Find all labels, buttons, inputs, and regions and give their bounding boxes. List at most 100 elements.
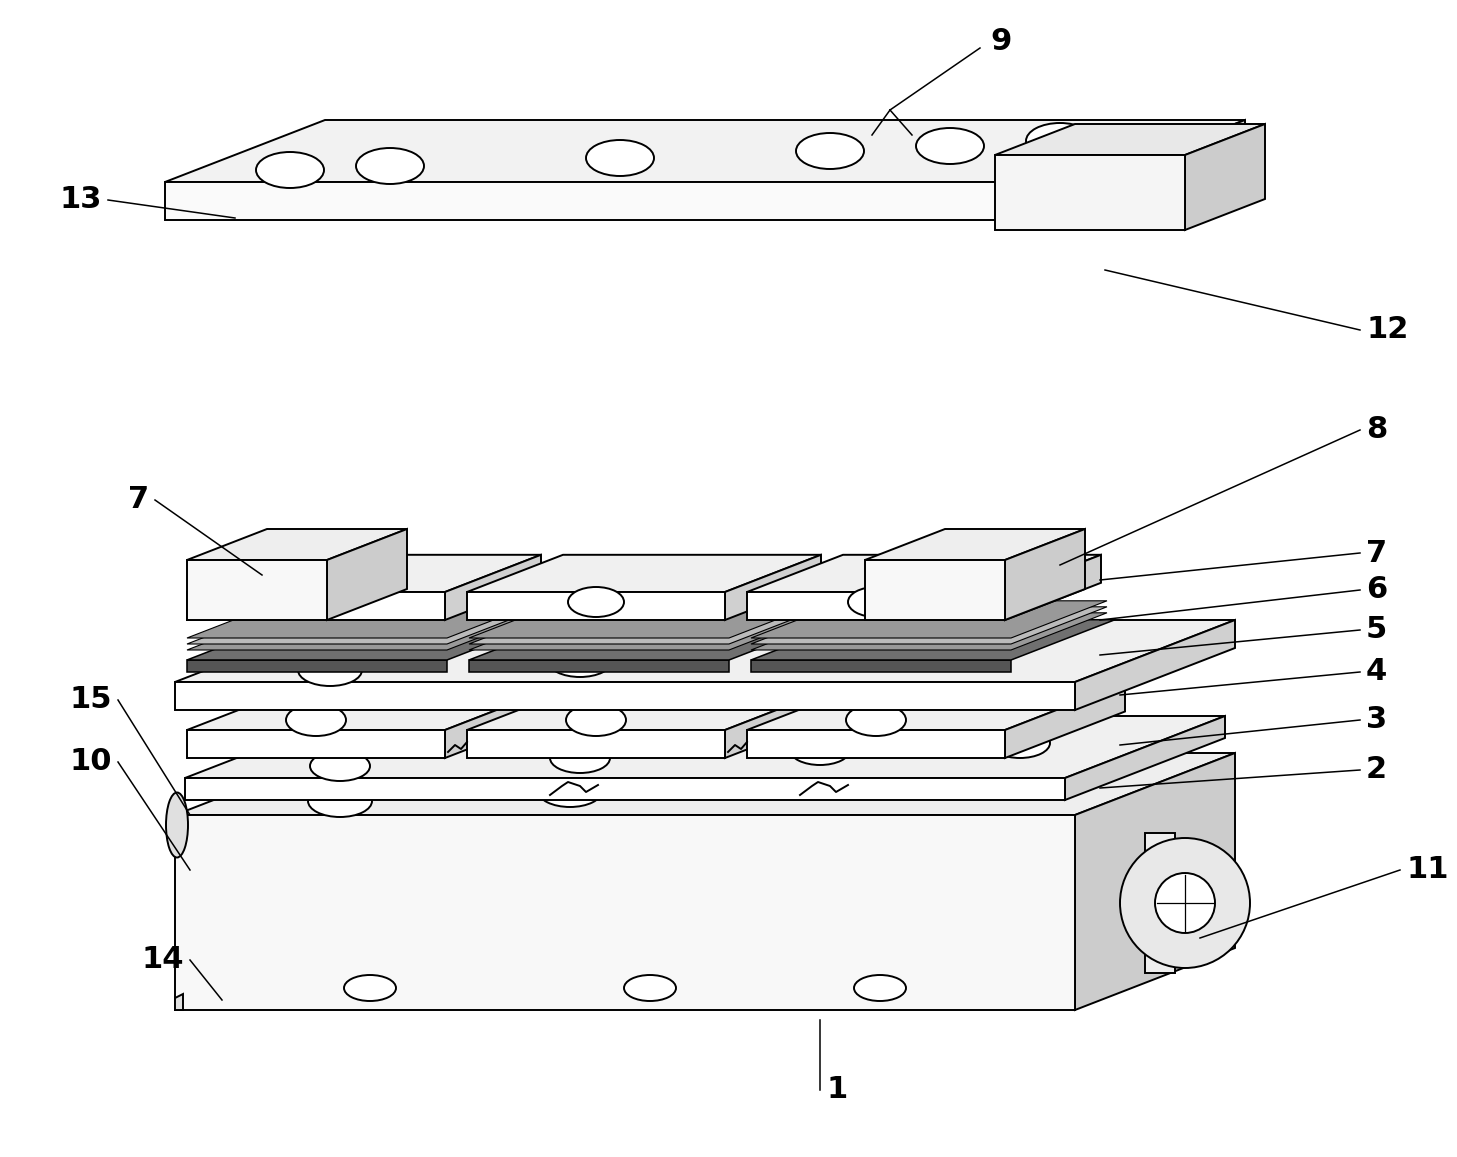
- Polygon shape: [186, 684, 565, 730]
- Ellipse shape: [538, 775, 602, 806]
- Polygon shape: [469, 659, 728, 672]
- Polygon shape: [469, 600, 825, 638]
- Ellipse shape: [356, 148, 424, 184]
- Polygon shape: [726, 684, 845, 758]
- Polygon shape: [469, 606, 825, 644]
- Text: 7: 7: [128, 486, 149, 515]
- Polygon shape: [444, 684, 565, 758]
- Polygon shape: [175, 815, 1075, 1010]
- Ellipse shape: [344, 975, 396, 1001]
- Polygon shape: [865, 560, 1005, 620]
- Polygon shape: [186, 730, 444, 758]
- Text: 5: 5: [1367, 616, 1387, 644]
- Polygon shape: [747, 684, 1125, 730]
- Bar: [1145, 833, 1174, 973]
- Ellipse shape: [854, 975, 906, 1001]
- Ellipse shape: [307, 784, 372, 817]
- Polygon shape: [175, 994, 184, 1010]
- Polygon shape: [1085, 120, 1244, 220]
- Polygon shape: [469, 620, 833, 659]
- Ellipse shape: [848, 587, 903, 617]
- Polygon shape: [1185, 124, 1265, 230]
- Polygon shape: [468, 555, 820, 592]
- Text: 2: 2: [1367, 756, 1387, 784]
- Ellipse shape: [549, 743, 610, 773]
- Polygon shape: [186, 600, 543, 638]
- Polygon shape: [750, 613, 1107, 650]
- Text: 9: 9: [989, 28, 1011, 57]
- Polygon shape: [1075, 620, 1236, 710]
- Text: 15: 15: [70, 685, 112, 715]
- Polygon shape: [747, 592, 1005, 620]
- Polygon shape: [468, 592, 726, 620]
- Text: 6: 6: [1367, 575, 1387, 604]
- Polygon shape: [1005, 684, 1125, 758]
- Polygon shape: [750, 620, 1115, 659]
- Polygon shape: [175, 753, 1236, 815]
- Ellipse shape: [624, 975, 676, 1001]
- Ellipse shape: [989, 728, 1050, 758]
- Text: 13: 13: [60, 185, 102, 214]
- Polygon shape: [186, 620, 551, 659]
- Text: 12: 12: [1367, 316, 1409, 345]
- Polygon shape: [175, 811, 181, 835]
- Ellipse shape: [1155, 874, 1215, 933]
- Polygon shape: [995, 124, 1265, 155]
- Polygon shape: [1065, 716, 1225, 799]
- Polygon shape: [1075, 753, 1236, 1010]
- Polygon shape: [750, 600, 1107, 638]
- Ellipse shape: [286, 703, 345, 736]
- Ellipse shape: [790, 735, 849, 765]
- Polygon shape: [186, 659, 447, 672]
- Ellipse shape: [256, 152, 323, 187]
- Ellipse shape: [1120, 838, 1250, 968]
- Text: 7: 7: [1367, 538, 1387, 567]
- Ellipse shape: [166, 793, 188, 857]
- Ellipse shape: [1026, 123, 1094, 159]
- Text: 4: 4: [1367, 657, 1387, 686]
- Polygon shape: [1005, 529, 1085, 620]
- Polygon shape: [186, 529, 407, 560]
- Ellipse shape: [809, 636, 871, 668]
- Polygon shape: [444, 555, 541, 620]
- Polygon shape: [186, 592, 444, 620]
- Polygon shape: [185, 716, 1225, 778]
- Polygon shape: [747, 555, 1101, 592]
- Polygon shape: [165, 182, 1085, 220]
- Text: 11: 11: [1406, 855, 1448, 884]
- Ellipse shape: [847, 703, 906, 736]
- Polygon shape: [468, 730, 726, 758]
- Polygon shape: [995, 155, 1185, 230]
- Polygon shape: [186, 606, 543, 644]
- Polygon shape: [165, 120, 1244, 182]
- Ellipse shape: [586, 140, 654, 176]
- Ellipse shape: [310, 751, 370, 781]
- Polygon shape: [750, 606, 1107, 644]
- Ellipse shape: [565, 703, 627, 736]
- Ellipse shape: [747, 765, 812, 797]
- Polygon shape: [186, 613, 543, 650]
- Ellipse shape: [299, 654, 361, 686]
- Ellipse shape: [568, 587, 624, 617]
- Polygon shape: [186, 560, 326, 620]
- Polygon shape: [747, 730, 1005, 758]
- Polygon shape: [1005, 555, 1101, 620]
- Polygon shape: [175, 681, 1075, 710]
- Polygon shape: [469, 613, 825, 650]
- Polygon shape: [326, 529, 407, 620]
- Polygon shape: [750, 659, 1011, 672]
- Ellipse shape: [916, 128, 983, 164]
- Ellipse shape: [548, 644, 612, 677]
- Polygon shape: [175, 620, 1236, 681]
- Polygon shape: [726, 555, 820, 620]
- Polygon shape: [185, 778, 1065, 799]
- Text: 8: 8: [1367, 415, 1387, 444]
- Polygon shape: [468, 684, 845, 730]
- Polygon shape: [865, 529, 1085, 560]
- Ellipse shape: [288, 587, 344, 617]
- Text: 14: 14: [141, 945, 184, 974]
- Ellipse shape: [796, 133, 864, 169]
- Polygon shape: [186, 555, 541, 592]
- Text: 10: 10: [70, 747, 112, 776]
- Text: 3: 3: [1367, 706, 1387, 735]
